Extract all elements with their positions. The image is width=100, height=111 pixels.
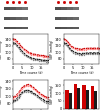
FancyBboxPatch shape: [55, 17, 60, 20]
FancyBboxPatch shape: [10, 27, 16, 30]
FancyBboxPatch shape: [55, 27, 60, 30]
FancyBboxPatch shape: [10, 7, 16, 10]
Bar: [82, 85, 86, 109]
X-axis label: Time course (d): Time course (d): [19, 71, 42, 75]
FancyBboxPatch shape: [61, 7, 66, 10]
Bar: [91, 86, 94, 109]
Bar: [69, 93, 72, 109]
FancyBboxPatch shape: [73, 27, 78, 30]
FancyBboxPatch shape: [67, 17, 72, 20]
FancyBboxPatch shape: [61, 27, 66, 30]
Y-axis label: SBP (mmHg): SBP (mmHg): [50, 85, 54, 104]
Bar: [74, 84, 77, 109]
Bar: [77, 88, 80, 109]
FancyBboxPatch shape: [10, 17, 16, 20]
X-axis label: Time course (d): Time course (d): [70, 71, 93, 75]
Bar: [94, 91, 97, 109]
FancyBboxPatch shape: [4, 17, 10, 20]
FancyBboxPatch shape: [16, 17, 22, 20]
Bar: [66, 90, 69, 109]
FancyBboxPatch shape: [73, 17, 78, 20]
FancyBboxPatch shape: [22, 27, 28, 30]
FancyBboxPatch shape: [16, 27, 22, 30]
FancyBboxPatch shape: [4, 27, 10, 30]
FancyBboxPatch shape: [22, 17, 28, 20]
FancyBboxPatch shape: [61, 17, 66, 20]
FancyBboxPatch shape: [67, 27, 72, 30]
FancyBboxPatch shape: [67, 7, 72, 10]
Y-axis label: SBP (mmHg): SBP (mmHg): [50, 39, 54, 59]
FancyBboxPatch shape: [73, 7, 78, 10]
FancyBboxPatch shape: [55, 7, 60, 10]
Y-axis label: SBP (mmHg): SBP (mmHg): [0, 39, 3, 59]
FancyBboxPatch shape: [16, 7, 22, 10]
Bar: [86, 90, 89, 109]
FancyBboxPatch shape: [4, 7, 10, 10]
Y-axis label: SBP (mmHg): SBP (mmHg): [0, 85, 3, 104]
FancyBboxPatch shape: [22, 7, 28, 10]
